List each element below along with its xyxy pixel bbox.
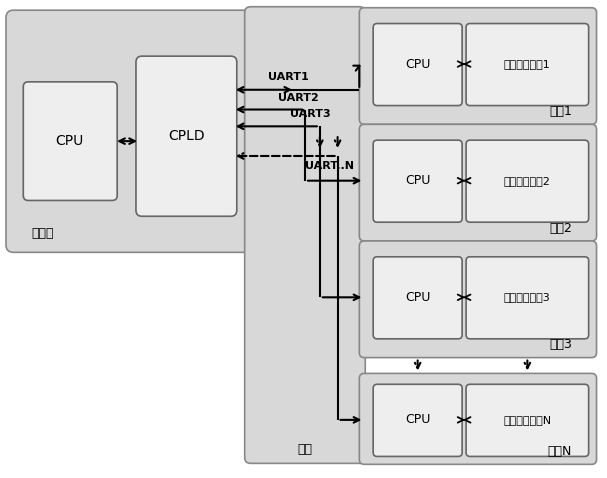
FancyBboxPatch shape [359, 8, 597, 124]
FancyBboxPatch shape [373, 384, 462, 456]
FancyBboxPatch shape [373, 140, 462, 222]
Text: UART3: UART3 [290, 109, 331, 120]
FancyBboxPatch shape [466, 384, 589, 456]
Text: 线卡N: 线卡N [548, 445, 572, 458]
FancyBboxPatch shape [466, 23, 589, 106]
Text: CPU: CPU [405, 174, 430, 187]
FancyBboxPatch shape [373, 23, 462, 106]
Text: 主控卡: 主控卡 [31, 227, 53, 239]
Text: 线卡2: 线卡2 [549, 222, 572, 235]
FancyBboxPatch shape [359, 124, 597, 241]
Text: UART..N: UART..N [305, 161, 354, 171]
Text: UART2: UART2 [278, 93, 319, 103]
FancyBboxPatch shape [136, 56, 237, 216]
Text: 数据通信模块3: 数据通信模块3 [504, 293, 551, 302]
Text: UART1: UART1 [268, 72, 309, 82]
FancyBboxPatch shape [6, 10, 253, 252]
Text: 线卡1: 线卡1 [549, 105, 572, 118]
FancyBboxPatch shape [466, 257, 589, 339]
Text: CPU: CPU [56, 134, 84, 148]
Text: CPU: CPU [405, 57, 430, 71]
Text: 背板: 背板 [297, 443, 313, 456]
FancyBboxPatch shape [466, 140, 589, 222]
Text: 线卡3: 线卡3 [549, 338, 572, 351]
Text: 数据通信模块N: 数据通信模块N [503, 415, 551, 425]
FancyBboxPatch shape [359, 241, 597, 358]
Text: CPU: CPU [405, 291, 430, 304]
FancyBboxPatch shape [245, 7, 365, 463]
Text: 数据通信模块2: 数据通信模块2 [504, 176, 551, 185]
FancyBboxPatch shape [373, 257, 462, 339]
Text: CPLD: CPLD [168, 129, 205, 143]
FancyBboxPatch shape [23, 82, 117, 200]
Text: CPU: CPU [405, 413, 430, 426]
FancyBboxPatch shape [359, 373, 597, 464]
Text: 数据通信模块1: 数据通信模块1 [504, 59, 551, 69]
